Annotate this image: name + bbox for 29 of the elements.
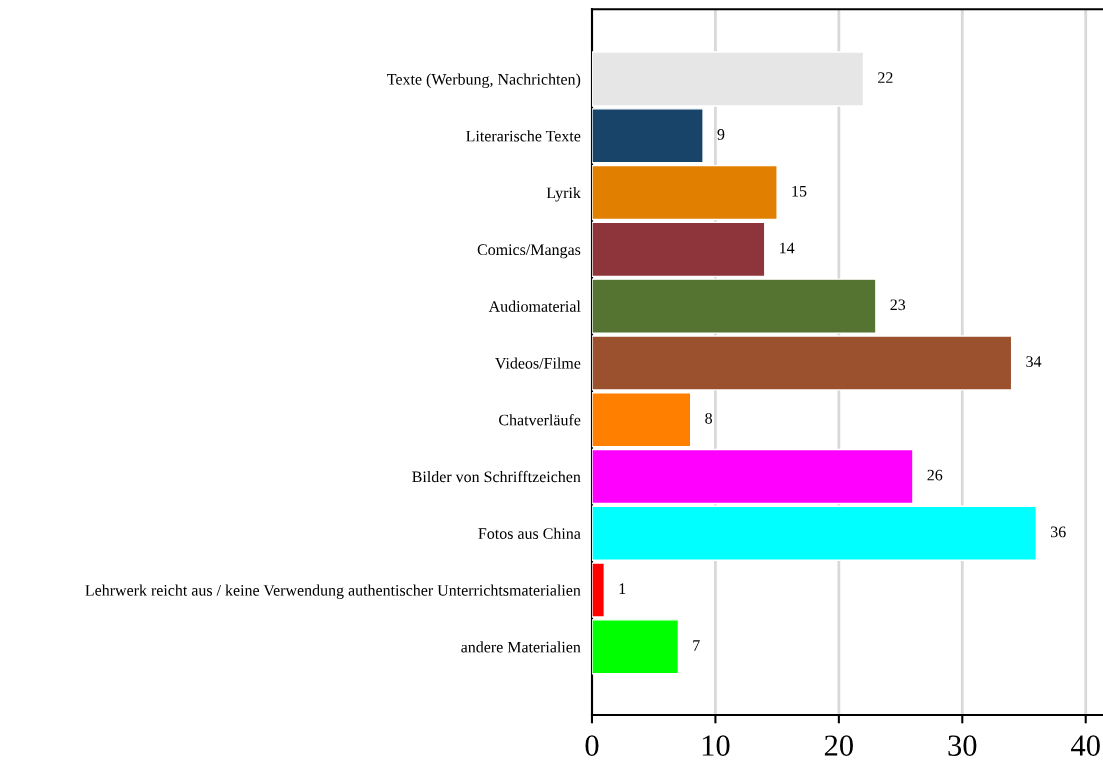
data-label: 7 bbox=[693, 640, 700, 651]
y-tick-label: Literarische Texte bbox=[466, 130, 581, 142]
data-label: 15 bbox=[792, 185, 807, 197]
data-label: 26 bbox=[927, 469, 943, 481]
x-tick-label: 10 bbox=[702, 735, 730, 756]
y-tick-label: andere Materialien bbox=[461, 641, 581, 653]
y-tick-label: Chatverläufe bbox=[499, 414, 581, 426]
y-tick-label: Comics/Mangas bbox=[477, 244, 581, 259]
data-label: 34 bbox=[1026, 356, 1042, 367]
bar bbox=[591, 448, 914, 505]
y-tick-label: Lyrik bbox=[546, 187, 581, 202]
data-label: 36 bbox=[1051, 526, 1066, 538]
y-tick-label: Lehrwerk reicht aus / keine Verwendung authentischer Unterrichtsmaterialien bbox=[85, 584, 581, 600]
data-label: 1 bbox=[619, 583, 626, 594]
data-label: 14 bbox=[780, 242, 795, 254]
bar bbox=[591, 164, 778, 221]
data-label: 9 bbox=[717, 129, 725, 140]
x-tick-label: 0 bbox=[585, 735, 599, 756]
y-tick-label: Videos/Filme bbox=[495, 357, 581, 369]
data-label: 23 bbox=[890, 299, 906, 311]
y-tick-label: Texte (Werbung, Nachrichten) bbox=[387, 73, 581, 89]
y-tick-label: Bilder von Schrifftzeichen bbox=[412, 470, 581, 483]
y-tick-label: Audiomaterial bbox=[488, 300, 581, 312]
x-tick-label: 20 bbox=[824, 735, 853, 756]
data-label: 22 bbox=[878, 72, 893, 83]
x-tick-label: 40 bbox=[1071, 735, 1100, 756]
data-label: 8 bbox=[705, 412, 712, 424]
y-tick-label: Fotos aus China bbox=[478, 527, 581, 539]
x-tick-label: 30 bbox=[948, 735, 977, 756]
